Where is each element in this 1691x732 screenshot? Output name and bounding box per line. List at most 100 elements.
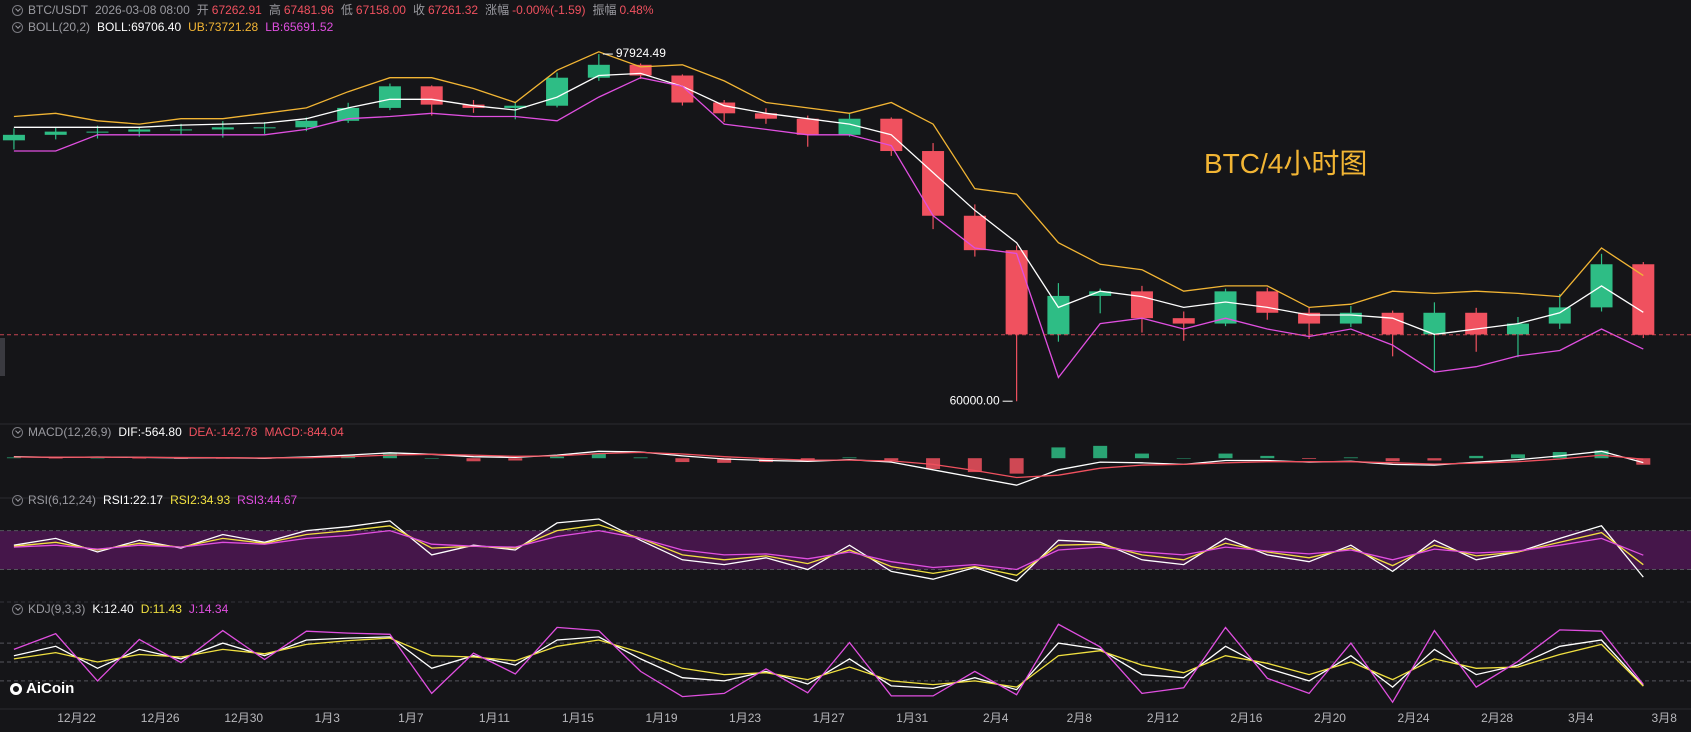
candle-body <box>796 118 819 135</box>
side-tab[interactable] <box>0 338 5 376</box>
histogram-bar <box>1636 458 1651 465</box>
indicator-line <box>13 637 1644 688</box>
x-tick-label: 1月23 <box>729 711 761 725</box>
candle-body <box>1506 323 1529 335</box>
readout: D:11.43 <box>140 602 182 616</box>
quote-value: 67158.00 <box>355 3 406 17</box>
histogram-bar <box>1009 458 1024 474</box>
x-tick-label: 3月4 <box>1568 711 1594 725</box>
indicator-header: RSI(6,12,24) RSI1:22.17 RSI2:34.93 RSI3:44.… <box>12 492 304 508</box>
watermark: BTC/4小时图 <box>1204 148 1368 179</box>
histogram-bar <box>800 458 815 461</box>
quote-label: 高 <box>268 3 281 17</box>
quote-label: 收 <box>412 3 425 17</box>
histogram-bar <box>466 458 481 462</box>
candle-body <box>420 86 443 105</box>
indicator-header: KDJ(9,3,3) K:12.40 D:11.43 J:14.34 <box>12 601 235 617</box>
x-tick-label: 2月20 <box>1314 711 1346 725</box>
candle-body <box>754 113 777 119</box>
candle-body <box>295 120 318 128</box>
candle-body <box>587 64 610 78</box>
histogram-bar <box>1552 452 1567 459</box>
toggle[interactable] <box>12 426 23 438</box>
quote-value: 67261.32 <box>428 3 479 17</box>
histogram-bar <box>1051 447 1066 459</box>
x-tick-label: 2月12 <box>1147 711 1179 725</box>
readout: DIF:-564.80 <box>118 425 182 439</box>
indicator-header: MACD(12,26,9) DIF:-564.80 DEA:-142.78 MACD:… <box>12 424 351 440</box>
toggle[interactable] <box>12 4 23 16</box>
candle-body <box>44 131 67 135</box>
x-tick-label: 1月3 <box>315 711 341 725</box>
histogram-bar <box>550 456 565 459</box>
readout: RSI1:22.17 <box>103 493 164 507</box>
histogram-bar <box>926 458 941 469</box>
x-tick-label: 12月22 <box>57 711 96 725</box>
candle-body <box>922 151 945 216</box>
candle-body <box>629 64 652 76</box>
candle-body <box>713 102 736 114</box>
candle-body <box>128 129 151 132</box>
histogram-bar <box>967 458 982 473</box>
toggle[interactable] <box>12 603 23 615</box>
histogram-bar <box>132 458 147 459</box>
annotation-label: 60000.00 <box>950 393 1000 407</box>
indicator-line <box>13 529 1644 571</box>
candle-body <box>1172 318 1195 324</box>
indicator-line <box>13 51 1644 309</box>
candle-body <box>1423 312 1446 335</box>
candle-body <box>1047 295 1070 335</box>
histogram-bar <box>1302 458 1317 459</box>
histogram-bar <box>508 458 523 461</box>
histogram-bar <box>1510 454 1525 459</box>
candle-body <box>1632 264 1655 335</box>
histogram-bar <box>6 457 21 459</box>
candle-body <box>1381 312 1404 335</box>
quote-value: -0.00%(-1.59) <box>512 3 586 17</box>
candle-body <box>2 134 25 141</box>
logo-text: AiCoin <box>26 680 75 697</box>
indicator-name: MACD(12,26,9) <box>28 425 112 439</box>
x-tick-label: 1月19 <box>645 711 677 725</box>
quote-items: 开 67262.91 高 67481.96 低 67158.00 收 67261.32 涨幅 -0… <box>197 2 661 18</box>
x-tick-label: 3月8 <box>1652 711 1678 725</box>
candle-body <box>86 131 109 133</box>
x-tick-label: 2月4 <box>983 711 1009 725</box>
quote-label: 低 <box>340 3 353 17</box>
indicator-name: KDJ(9,3,3) <box>28 602 86 616</box>
candle-body <box>337 107 360 121</box>
x-tick-label: 12月26 <box>141 711 180 725</box>
indicator-line <box>13 524 1644 576</box>
candle-body <box>1465 312 1488 335</box>
toggle[interactable] <box>12 21 23 33</box>
candle-body <box>170 129 193 131</box>
readout: DEA:-142.78 <box>188 425 258 439</box>
quote-label: 开 <box>196 3 209 17</box>
candle-body <box>1339 312 1362 324</box>
readout: RSI2:34.93 <box>170 493 231 507</box>
histogram-bar <box>382 453 397 459</box>
toggle[interactable] <box>12 494 23 506</box>
quote-header: BTC/USDT 2026-03-08 08:00 开 67262.91 高 6748… <box>12 2 661 18</box>
histogram-bar <box>884 458 899 461</box>
time: 2026-03-08 08:00 <box>95 3 190 17</box>
histogram-bar <box>1093 445 1108 459</box>
band-fill <box>0 530 1691 570</box>
histogram-bar <box>1176 458 1191 459</box>
candle-body <box>378 86 401 108</box>
x-tick-label: 1月7 <box>398 711 424 725</box>
indicator-name: RSI(6,12,24) <box>28 493 97 507</box>
x-tick-label: 2月24 <box>1398 711 1430 725</box>
candle-body <box>838 118 861 135</box>
candle-body <box>963 215 986 251</box>
candle-body <box>1256 291 1279 313</box>
symbol: BTC/USDT <box>28 3 88 17</box>
candle-body <box>1298 312 1321 324</box>
candle-body <box>1089 291 1112 296</box>
histogram-bar <box>424 458 439 459</box>
histogram-bar <box>1218 453 1233 459</box>
candle-body <box>504 105 527 108</box>
histogram-bar <box>48 458 63 459</box>
